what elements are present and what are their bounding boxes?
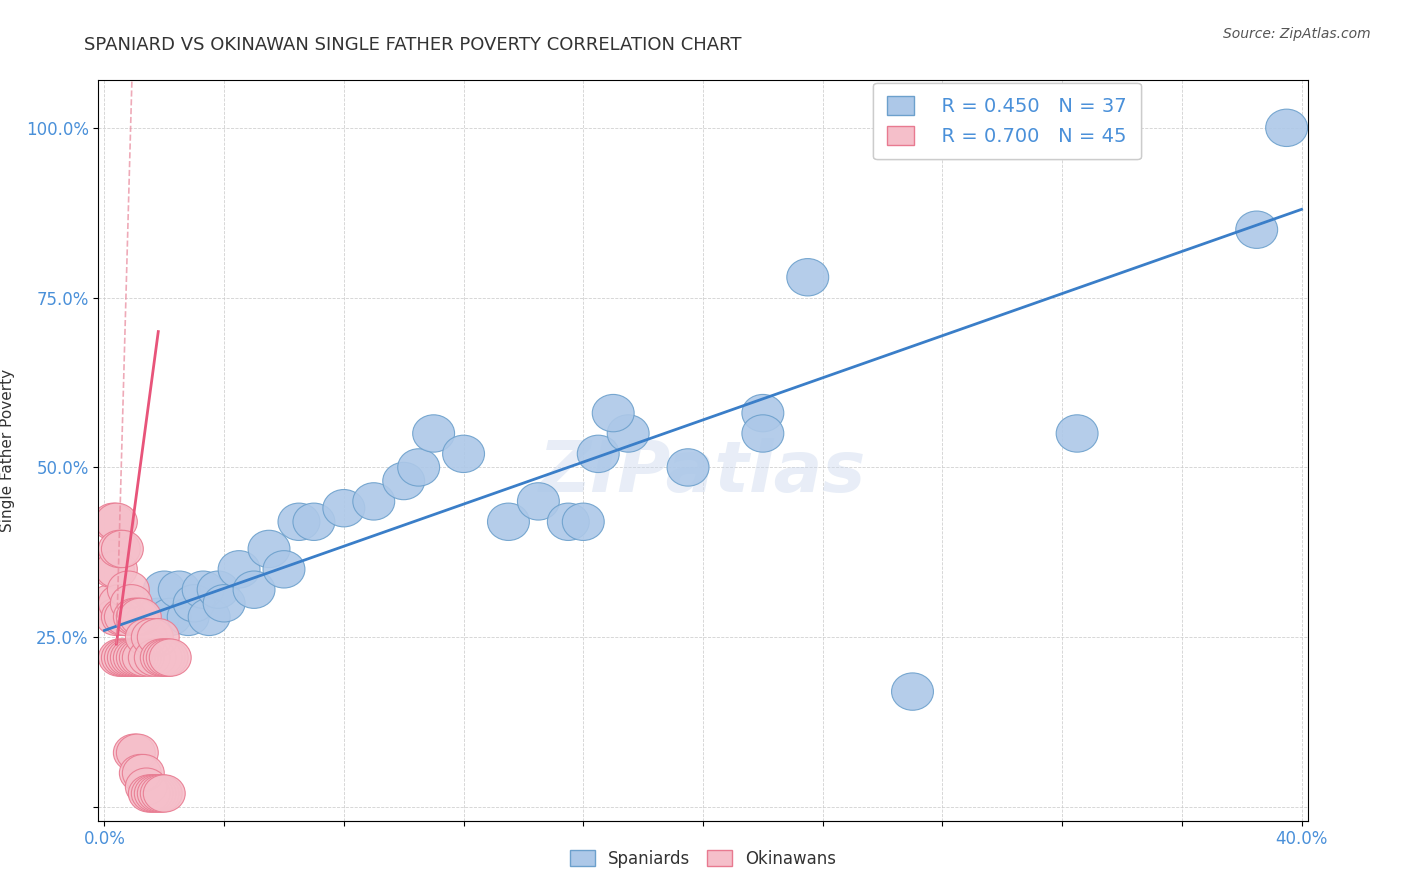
Y-axis label: Single Father Poverty: Single Father Poverty [0,369,14,532]
Text: ZIPatlas: ZIPatlas [540,438,866,508]
Text: Source: ZipAtlas.com: Source: ZipAtlas.com [1223,27,1371,41]
Legend: Spaniards, Okinawans: Spaniards, Okinawans [562,844,844,875]
Legend:   R = 0.450   N = 37,   R = 0.700   N = 45: R = 0.450 N = 37, R = 0.700 N = 45 [873,83,1140,160]
Text: SPANIARD VS OKINAWAN SINGLE FATHER POVERTY CORRELATION CHART: SPANIARD VS OKINAWAN SINGLE FATHER POVER… [84,36,742,54]
